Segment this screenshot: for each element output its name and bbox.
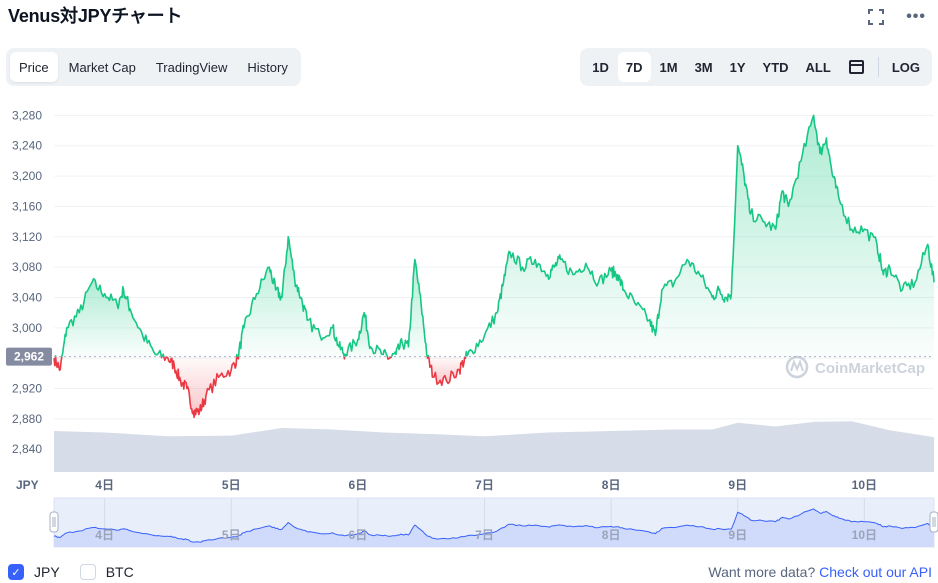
navigator-tick-label: 10日 [852,528,877,542]
watermark-text: CoinMarketCap [815,360,925,377]
y-tick-label: 2,880 [12,412,42,426]
x-tick-label: 5日 [222,478,241,492]
navigator-tick-label: 7日 [475,528,494,542]
navigator-handle [929,511,938,533]
price-line-up [237,236,345,357]
price-line-up [390,258,428,358]
y-tick-label: 3,120 [12,230,42,244]
chart-type-tabs: Price Market Cap TradingView History [6,48,301,86]
x-axis-labels: 4日 5日 6日 7日 8日 9日 10日 [95,478,877,492]
jpy-checkbox[interactable]: ✓ [8,564,24,580]
price-line-down [54,356,63,371]
api-promo: Want more data? Check out our API [708,564,932,580]
range-divider [877,57,879,77]
y-tick-label: 3,040 [12,290,42,304]
price-line-up [161,353,165,358]
range-7d[interactable]: 7D [617,52,651,82]
volume-area [54,421,934,472]
y-axis-labels: 2,8402,8802,9202,9603,0003,0403,0803,120… [12,108,42,456]
footer-bar: ✓ JPY BTC Want more data? Check out our … [8,562,932,582]
tab-price[interactable]: Price [10,52,58,82]
range-3m[interactable]: 3M [694,59,713,75]
tab-history[interactable]: History [247,59,288,75]
price-line-down [386,356,393,360]
x-tick-label: 4日 [95,478,114,492]
navigator-tick-label: 5日 [222,528,241,542]
x-tick-label: 6日 [349,478,368,492]
navigator-tick-label: 6日 [349,528,368,542]
x-tick-label: 10日 [852,478,877,492]
range-1m[interactable]: 1M [659,59,678,75]
btc-checkbox[interactable] [79,564,96,580]
price-line-up [235,353,239,357]
api-link[interactable]: Check out our API [819,564,932,580]
y-tick-label: 2,920 [12,382,42,396]
reference-price-badge: 2,962 [6,347,52,366]
price-line-down [236,356,240,360]
tab-tradingview[interactable]: TradingView [155,59,228,75]
y-tick-label: 3,280 [12,108,42,122]
x-tick-label: 9日 [728,478,747,492]
range-ytd[interactable]: YTD [762,59,789,75]
btc-label: BTC [105,564,134,580]
price-fill-down [166,356,237,418]
navigator-fill [54,508,934,547]
navigator-handle [49,511,59,533]
price-line-down [343,356,346,360]
price-line-down [427,356,467,387]
reference-badge-text: 2,962 [14,350,44,364]
range-1d[interactable]: 1D [592,59,609,75]
price-line-up [61,277,163,357]
y-tick-label: 3,160 [12,199,42,213]
price-line-up [344,311,389,357]
price-fill [54,115,934,418]
jpy-label: JPY [34,564,60,580]
tab-market-cap[interactable]: Market Cap [68,59,136,75]
range-navigator: 4日 5日 6日 7日 8日 9日 10日 [49,497,938,548]
y-tick-label: 2,840 [12,442,42,456]
price-fill-up [465,115,934,357]
y-tick-label: 3,080 [12,260,42,274]
navigator-tick-label: 9日 [728,528,747,542]
y-tick-label: 3,000 [12,321,42,335]
y-tick-label: 3,200 [12,169,42,183]
price-line-up [427,354,430,357]
time-range-selector: 1D 7D 1M 3M 1Y YTD ALL LOG [580,48,932,86]
price-line-up [464,114,935,357]
coinmarketcap-watermark: CoinMarketCap [785,355,925,379]
range-all[interactable]: ALL [805,59,831,75]
price-lines [53,114,935,419]
currency-label: JPY [16,478,39,492]
price-line-down [163,356,168,362]
volume-shape [54,421,934,472]
reference-badge-bg [6,347,52,366]
api-text: Want more data? [708,564,816,580]
x-tick-label: 7日 [475,478,494,492]
fullscreen-icon[interactable] [868,9,885,25]
more-options-icon[interactable]: ••• [906,8,926,25]
range-1y[interactable]: 1Y [729,59,746,75]
navigator-line [53,508,935,543]
page-title: Venus対JPYチャート [8,6,183,26]
top-icons: ••• [868,8,926,26]
x-tick-label: 8日 [602,478,621,492]
log-scale-button[interactable]: LOG [891,59,920,75]
price-fill-up [238,236,345,357]
price-chart[interactable]: 2,8402,8802,9202,9603,0003,0403,0803,120… [0,96,938,552]
calendar-icon[interactable] [848,60,864,74]
navigator-tick-label: 4日 [95,528,114,542]
navigator-tick-label: 8日 [602,528,621,542]
price-line-down [165,356,238,419]
y-tick-label: 3,240 [12,139,42,153]
price-fill-down [428,356,466,386]
price-fill-up [61,278,162,357]
price-line-down [160,356,163,359]
